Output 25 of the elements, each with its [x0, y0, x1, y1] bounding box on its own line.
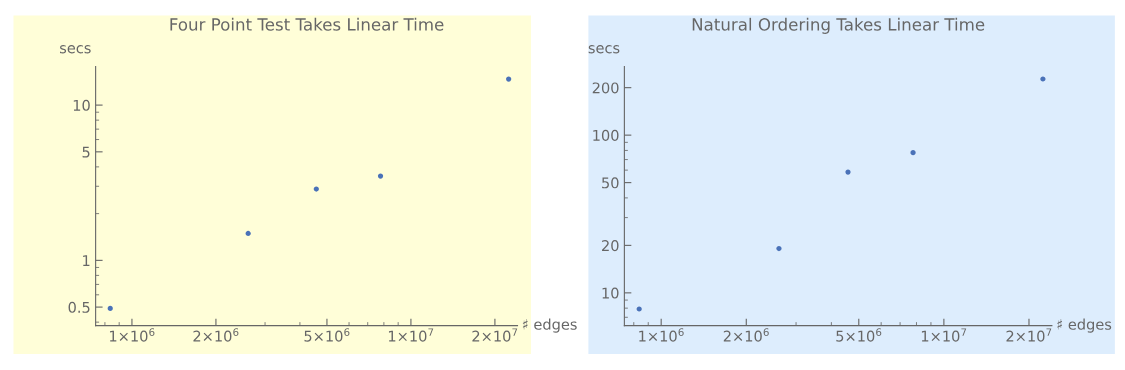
x-tick-label: 2×10$^{6}$ [723, 328, 769, 342]
y-axis-title: secs [60, 45, 91, 54]
chart-title: Four Point Test Takes Linear Time [170, 17, 444, 31]
y-tick-label: 100 [593, 129, 619, 141]
x-tick-label: 1×10$^{6}$ [639, 328, 684, 342]
y-tick-label: 0.5 [68, 301, 90, 313]
y-tick-label: 10 [73, 99, 90, 111]
x-tick-label: 1×10$^{7}$ [921, 328, 967, 342]
y-tick-label: 5 [82, 146, 90, 158]
y-axis-title: secs [588, 45, 620, 54]
x-tick-label: 1×10$^{6}$ [109, 328, 155, 342]
x-axis-title: ♯ edges [522, 318, 577, 333]
x-tick-label: 5×10$^{6}$ [836, 328, 882, 342]
y-tick-label: 50 [602, 177, 619, 189]
x-axis-title: ♯ edges [1057, 318, 1112, 333]
y-tick-label: 20 [602, 240, 619, 252]
x-tick-label: 2×10$^{6}$ [193, 328, 239, 342]
x-tick-label: 2×10$^{7}$ [1006, 328, 1052, 342]
y-tick-label: 1 [83, 255, 90, 266]
x-tick-label: 2×10$^{7}$ [472, 328, 518, 342]
chart-title: Natural Ordering Takes Linear Time [692, 17, 985, 34]
y-tick-label: 200 [592, 82, 619, 94]
y-tick-label: 10 [602, 287, 619, 299]
x-tick-label: 5×10$^{6}$ [304, 328, 350, 342]
x-tick-label: 1×10$^{7}$ [388, 328, 434, 342]
